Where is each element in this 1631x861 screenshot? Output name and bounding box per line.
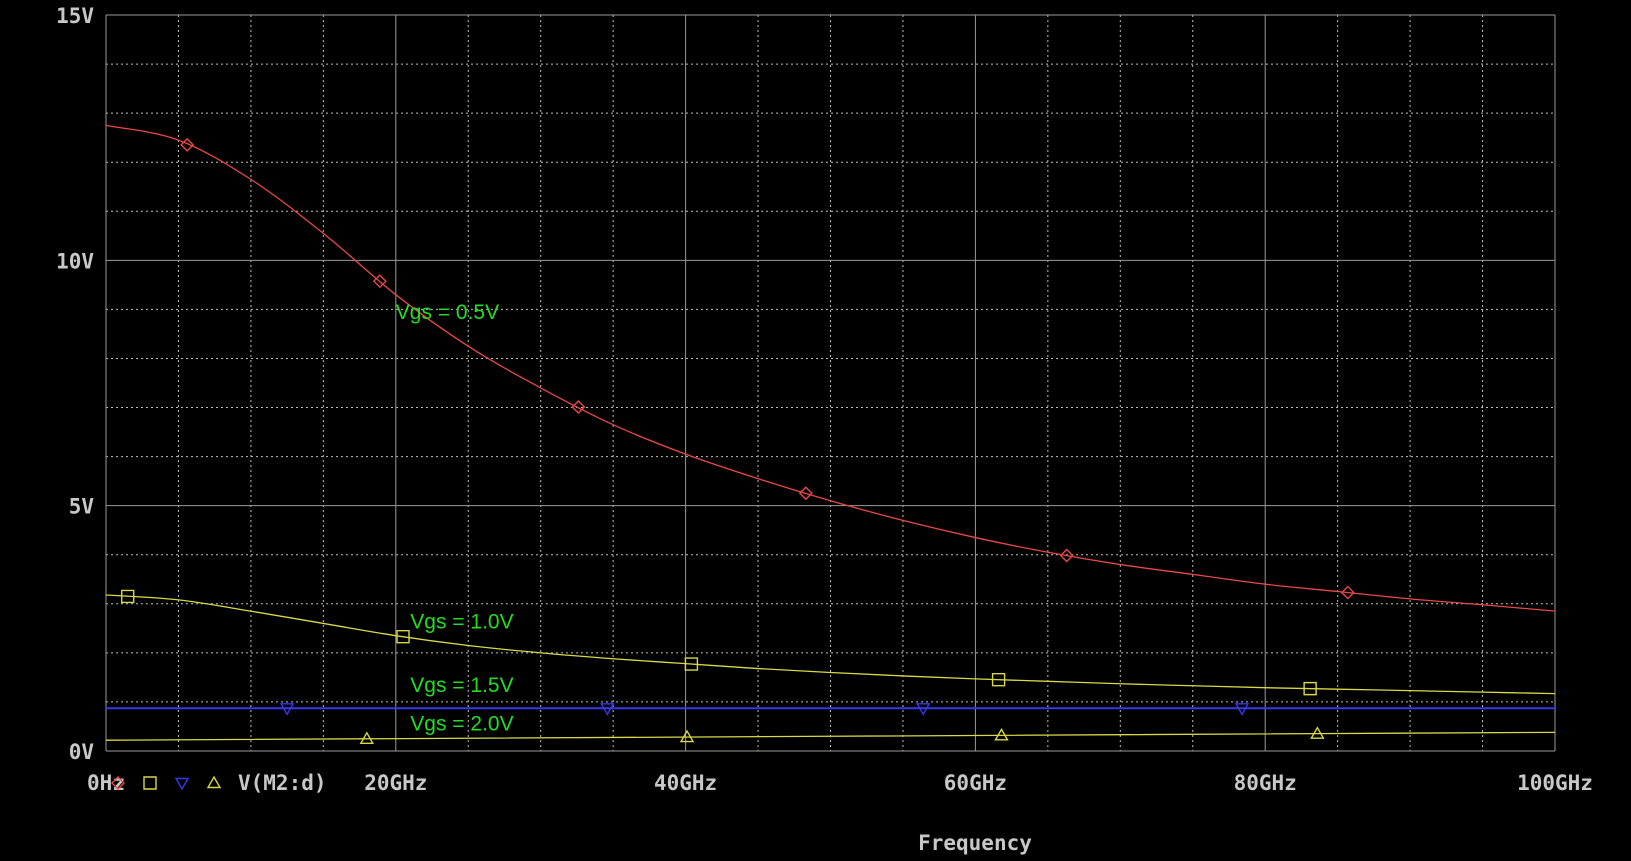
series-marker-diamond (1340, 585, 1355, 600)
series-marker-diamond (180, 137, 195, 152)
series-marker-triangle-down (600, 703, 615, 716)
series-marker-triangle-down (916, 703, 931, 716)
x-tick-label: 80GHz (1234, 771, 1297, 795)
legend: V(M2:d) (111, 771, 327, 795)
tick-labels: 0Hz 20GHz 40GHz 60GHz 80GHz 100GHz 0V 5V 10V 15V (56, 4, 1593, 795)
y-tick-label: 10V (56, 249, 94, 273)
annotation-layer: Vgs = 0.5V Vgs = 1.0V Vgs = 1.5V Vgs = 2.0V (396, 301, 514, 735)
curve-annotation: Vgs = 0.5V (396, 301, 499, 324)
x-tick-label: 0Hz (87, 771, 125, 795)
minor-grid (106, 15, 1555, 751)
legend-symbol-square (143, 776, 157, 790)
legend-symbol-triangle-down (174, 777, 190, 791)
series-marker-triangle-up (679, 729, 695, 743)
series-line-triangle-up (105, 731, 1556, 741)
x-tick-label: 100GHz (1517, 771, 1593, 795)
series-marker-diamond (1059, 548, 1074, 563)
x-tick-label: 40GHz (654, 771, 717, 795)
curve-annotation: Vgs = 2.0V (410, 712, 513, 735)
curve-annotation: Vgs = 1.5V (410, 674, 513, 697)
y-tick-label: 0V (69, 740, 95, 764)
series-layer (105, 124, 1556, 744)
legend-symbol-diamond (111, 776, 125, 790)
y-tick-label: 5V (69, 495, 95, 519)
legend-symbol-triangle-up (206, 775, 222, 789)
legend-label: V(M2:d) (238, 771, 327, 795)
series-marker-square (396, 629, 410, 644)
series-marker-triangle-up (994, 727, 1009, 741)
series-marker-triangle-up (1310, 726, 1325, 739)
series-marker-square (684, 657, 699, 671)
series-marker-square (991, 672, 1006, 687)
curve-annotation: Vgs = 1.0V (410, 610, 513, 633)
x-axis-label: Frequency (918, 831, 1032, 855)
series-marker-triangle-down (279, 703, 295, 716)
x-tick-label: 20GHz (364, 771, 427, 795)
major-grid (105, 14, 1556, 752)
series-marker-diamond (372, 274, 387, 289)
series-line-square (105, 594, 1556, 695)
series-line-diamond (105, 124, 1556, 612)
series-marker-square (1303, 681, 1317, 696)
y-tick-label: 15V (56, 4, 94, 28)
series-marker-square (121, 589, 135, 604)
series-marker-diamond (571, 400, 586, 415)
series-marker-diamond (798, 486, 813, 501)
series-marker-triangle-down (1234, 703, 1250, 716)
series-marker-triangle-up (359, 731, 375, 744)
x-tick-label: 60GHz (944, 771, 1007, 795)
